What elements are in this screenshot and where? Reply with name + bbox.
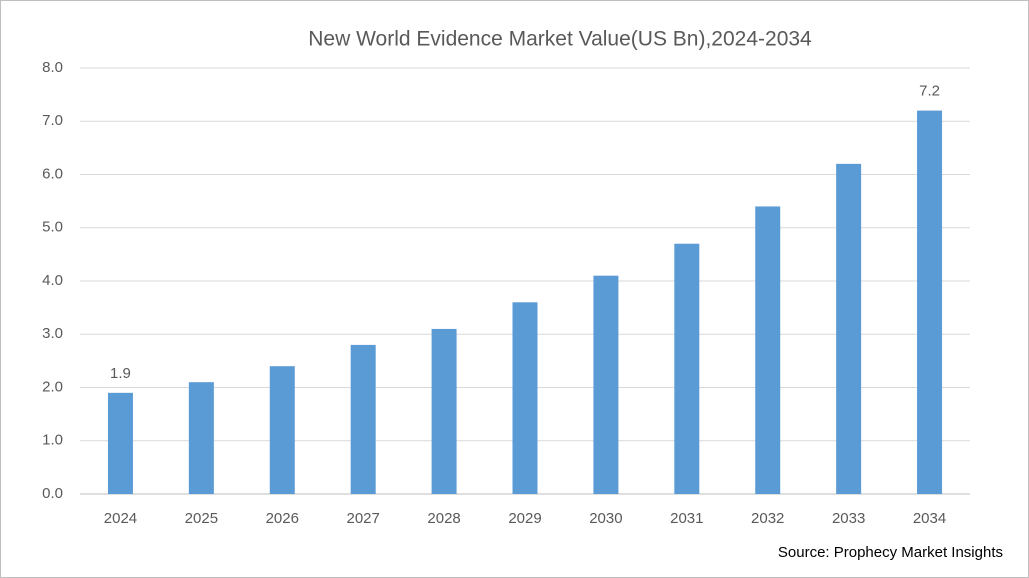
bar (917, 110, 943, 494)
x-tick-label: 2032 (751, 510, 784, 527)
source-note: Source: Prophecy Market Insights (778, 544, 1003, 561)
x-tick-label: 2031 (670, 510, 703, 527)
y-tick-label: 8.0 (42, 59, 63, 76)
bar (512, 302, 538, 494)
y-tick-label: 6.0 (42, 165, 63, 182)
x-tick-label: 2024 (104, 510, 137, 527)
y-tick-label: 1.0 (42, 432, 63, 449)
x-tick-label: 2034 (913, 510, 946, 527)
bar (755, 206, 781, 494)
bar (188, 382, 214, 494)
x-tick-label: 2027 (346, 510, 379, 527)
x-tick-label: 2025 (185, 510, 218, 527)
x-tick-label: 2030 (589, 510, 622, 527)
y-tick-label: 7.0 (42, 112, 63, 129)
y-tick-label: 0.0 (42, 485, 63, 502)
bar (431, 328, 457, 494)
data-label: 7.2 (919, 83, 940, 100)
bar (350, 344, 376, 494)
x-tick-label: 2028 (427, 510, 460, 527)
x-tick-label: 2026 (266, 510, 299, 527)
data-label: 1.9 (110, 365, 131, 382)
bar (269, 366, 295, 494)
bar (836, 163, 862, 494)
bar (593, 275, 619, 494)
bar (107, 392, 133, 494)
chart-title: New World Evidence Market Value(US Bn),2… (308, 28, 812, 51)
x-tick-label: 2033 (832, 510, 865, 527)
y-tick-label: 3.0 (42, 325, 63, 342)
x-tick-label: 2029 (508, 510, 541, 527)
y-tick-label: 2.0 (42, 378, 63, 395)
bar (674, 243, 700, 494)
y-tick-label: 5.0 (42, 219, 63, 236)
y-tick-label: 4.0 (42, 272, 63, 289)
